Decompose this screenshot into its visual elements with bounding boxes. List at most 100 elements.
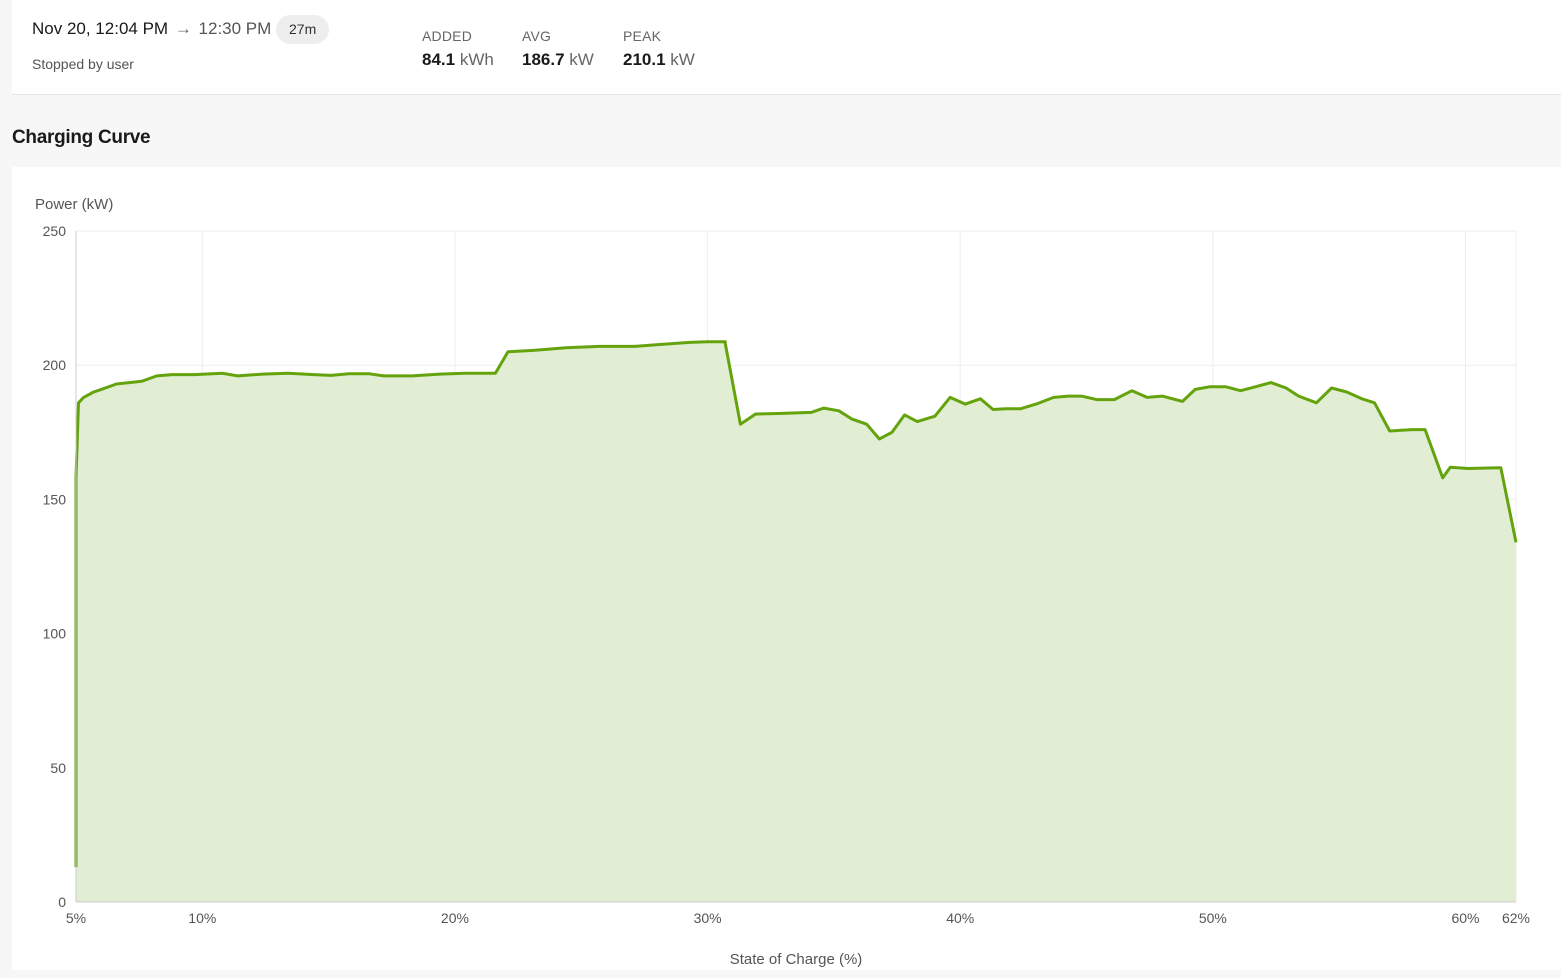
stat-value: 84.1 kWh	[422, 50, 494, 70]
data-point	[850, 417, 853, 420]
charging-curve-chart: 0 50 100 150 200 250 5% 10% 20% 30% 40% 50% 60% 62% P…	[35, 196, 1530, 968]
chart-axes: 0 50 100 150 200 250 5% 10% 20% 30% 40% 50% 60% 62%	[43, 223, 1530, 926]
data-point	[261, 373, 264, 376]
data-point	[1035, 403, 1038, 406]
stat-peak: PEAK 210.1 kW	[623, 28, 695, 70]
data-point	[1209, 385, 1212, 388]
data-point	[1330, 387, 1333, 390]
data-point	[75, 866, 78, 869]
data-point	[777, 412, 780, 415]
data-point	[1373, 401, 1376, 404]
data-point	[837, 409, 840, 412]
x-tick-label: 30%	[694, 910, 722, 926]
data-point	[312, 373, 315, 376]
duration-badge: 27m	[276, 15, 330, 44]
data-point	[1161, 395, 1164, 398]
data-point	[565, 346, 568, 349]
stat-label: ADDED	[422, 28, 473, 44]
stat-value: 186.7 kW	[522, 50, 594, 70]
data-point	[1052, 396, 1055, 399]
data-point	[171, 373, 174, 376]
data-point	[1424, 428, 1427, 431]
data-point	[706, 340, 709, 343]
data-point	[1467, 467, 1470, 470]
data-point	[1499, 466, 1502, 469]
data-point	[1113, 398, 1116, 401]
data-point	[1297, 395, 1300, 398]
data-point	[658, 343, 661, 346]
y-axis-title: Power (kW)	[35, 196, 113, 213]
data-point	[115, 383, 118, 386]
y-tick-label: 0	[58, 894, 66, 910]
y-tick-label: 100	[43, 626, 67, 642]
stat-value: 210.1 kW	[623, 50, 695, 70]
data-point	[92, 391, 95, 394]
x-tick-label: 10%	[188, 910, 216, 926]
arrow-right-icon: →	[174, 19, 192, 38]
data-point	[221, 372, 224, 375]
y-tick-label: 250	[43, 223, 67, 239]
y-tick-label: 50	[50, 760, 66, 776]
session-status: Stopped by user	[32, 56, 134, 72]
session-summary-header: Nov 20, 12:04 PM → 12:30 PM 27m Stopped …	[12, 0, 1561, 95]
stat-unit: kW	[670, 50, 695, 69]
stat-number: 186.7	[522, 50, 565, 69]
data-point	[481, 372, 484, 375]
data-point	[140, 380, 143, 383]
data-point	[1411, 428, 1414, 431]
data-point	[1487, 467, 1490, 470]
data-point	[1388, 430, 1391, 433]
data-point	[992, 408, 995, 411]
data-point	[1224, 385, 1227, 388]
data-point	[1345, 391, 1348, 394]
y-tick-label: 200	[43, 357, 67, 373]
x-tick-label: 5%	[66, 910, 86, 926]
data-point	[82, 396, 85, 399]
data-point	[1254, 385, 1257, 388]
stat-avg: AVG 186.7 kW	[522, 28, 594, 70]
data-point	[155, 374, 158, 377]
data-point	[1441, 476, 1444, 479]
data-point	[1080, 395, 1083, 398]
data-point	[739, 423, 742, 426]
data-point	[949, 396, 952, 399]
data-point	[383, 374, 386, 377]
data-point	[330, 374, 333, 377]
data-point	[75, 476, 78, 479]
data-point	[916, 420, 919, 423]
data-point	[1019, 407, 1022, 410]
data-point	[878, 438, 881, 441]
data-point	[1181, 400, 1184, 403]
data-point	[903, 413, 906, 416]
data-point	[368, 372, 371, 375]
data-point	[494, 372, 497, 375]
data-point	[822, 407, 825, 410]
data-point	[287, 372, 290, 375]
data-point	[464, 372, 467, 375]
x-tick-label: 20%	[441, 910, 469, 926]
session-end-time: 12:30 PM	[198, 19, 272, 38]
charging-curve-card: 0 50 100 150 200 250 5% 10% 20% 30% 40% 50% 60% 62% P…	[12, 167, 1561, 970]
x-tick-label: 62%	[1502, 910, 1530, 926]
power-line	[74, 340, 1518, 868]
data-point	[411, 374, 414, 377]
data-point	[438, 373, 441, 376]
data-point	[193, 373, 196, 376]
data-point	[810, 411, 813, 414]
data-point	[1449, 466, 1452, 469]
x-axis-title: State of Charge (%)	[730, 951, 863, 968]
data-point	[1285, 387, 1288, 390]
data-point	[1194, 388, 1197, 391]
data-point	[597, 345, 600, 348]
session-time-range: Nov 20, 12:04 PM → 12:30 PM	[32, 19, 271, 39]
data-point	[1269, 381, 1272, 384]
data-point	[100, 388, 103, 391]
data-point	[754, 413, 757, 416]
data-point	[1146, 396, 1149, 399]
data-point	[77, 401, 80, 404]
data-point	[1095, 398, 1098, 401]
power-area-fill	[76, 341, 1516, 902]
stat-unit: kW	[569, 50, 594, 69]
stat-label: AVG	[522, 28, 552, 44]
data-point	[724, 342, 727, 345]
